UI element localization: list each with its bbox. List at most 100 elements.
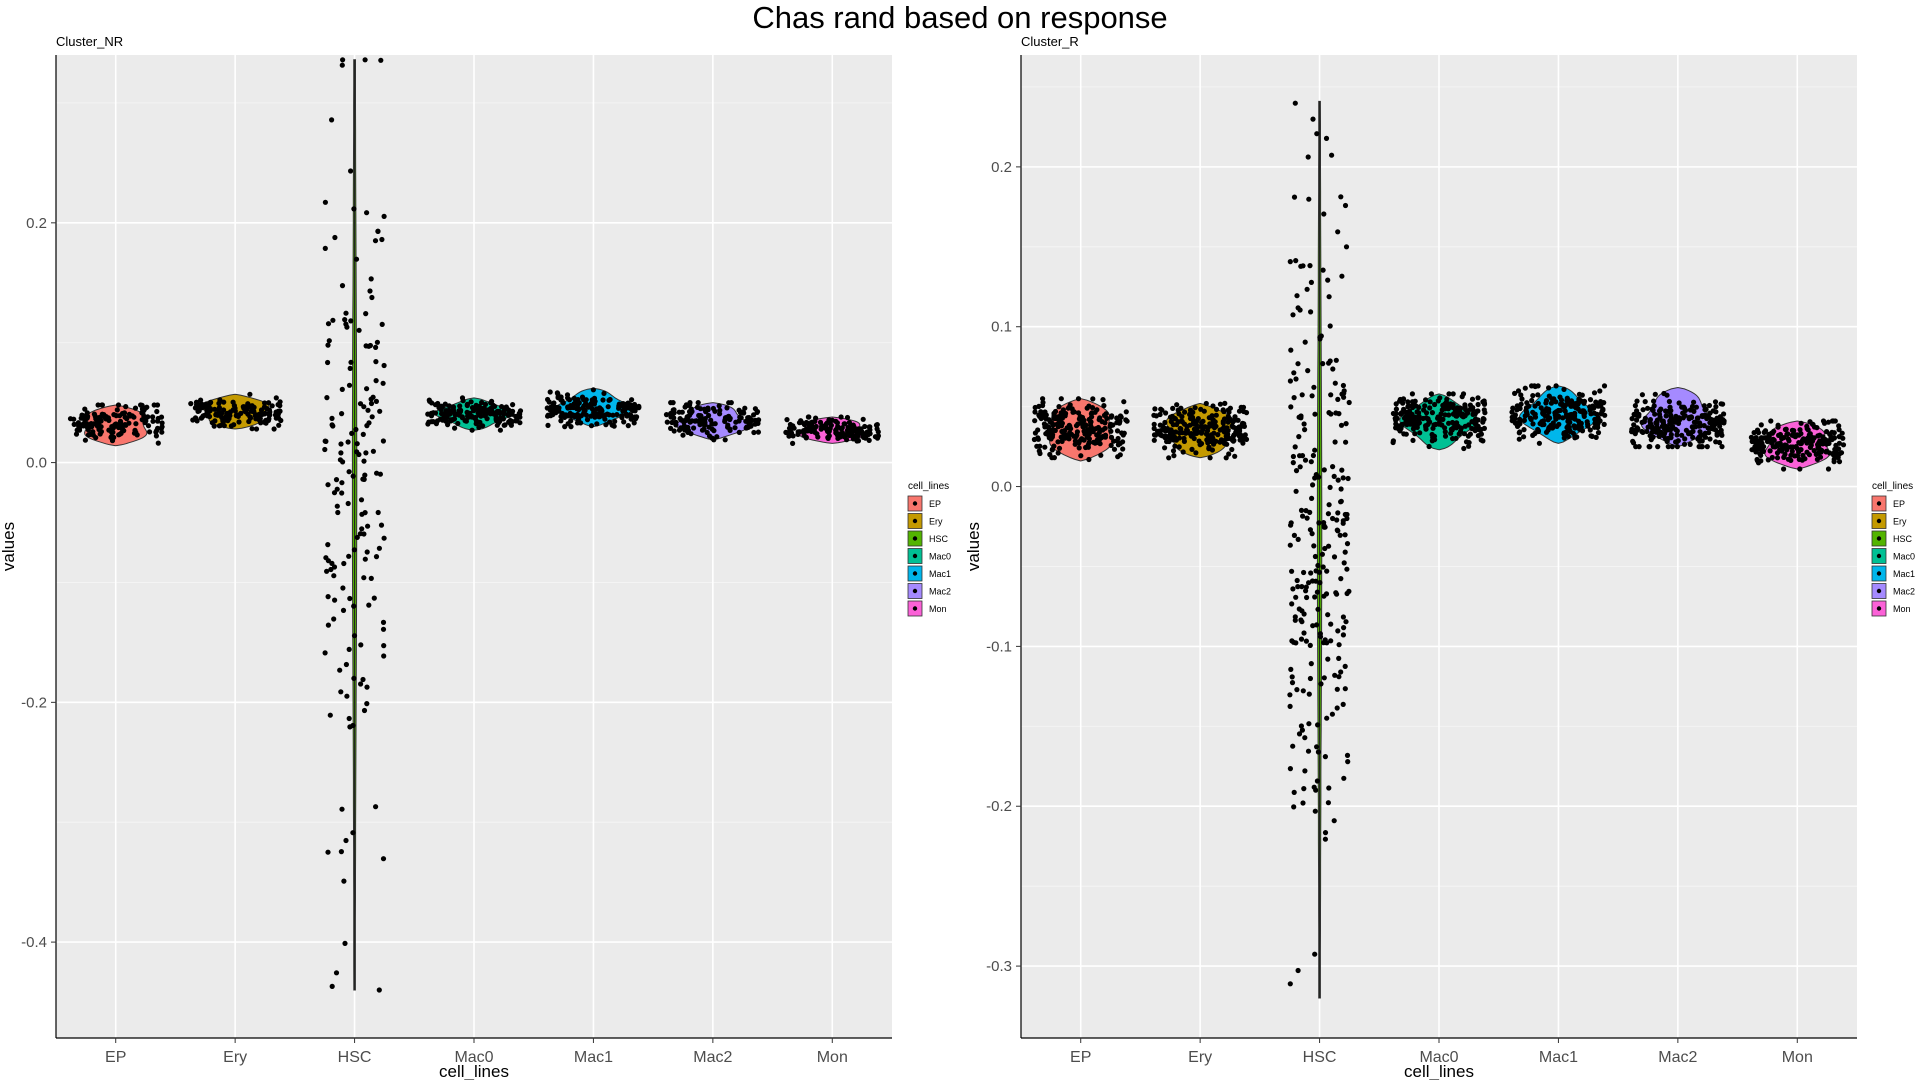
data-point-mac1 xyxy=(1515,388,1522,394)
data-point-ep xyxy=(147,429,153,435)
data-point-ep xyxy=(1117,452,1123,458)
data-point-hsc xyxy=(1342,549,1348,555)
data-point-hsc xyxy=(1340,382,1346,389)
data-point-mac0 xyxy=(1417,430,1423,436)
data-point-mac1 xyxy=(1527,415,1534,421)
data-point-hsc xyxy=(1301,611,1307,617)
data-point-mac2 xyxy=(714,434,720,440)
data-point-mac2 xyxy=(681,419,687,425)
data-point-hsc xyxy=(1324,640,1330,646)
data-point-mon xyxy=(1769,454,1775,461)
data-point-mon xyxy=(1814,425,1820,431)
data-point-hsc xyxy=(1322,754,1328,760)
data-point-mon xyxy=(866,437,872,443)
data-point-hsc xyxy=(1340,614,1346,620)
data-point-ep xyxy=(109,434,115,440)
data-point-mac1 xyxy=(1543,400,1549,406)
y-tick-label-nr: 0.0 xyxy=(26,455,47,472)
data-point-hsc xyxy=(322,446,328,453)
data-point-mac2 xyxy=(1660,420,1666,426)
data-point-mac2 xyxy=(1689,424,1695,430)
data-point-mac0 xyxy=(481,405,487,411)
data-point-mac1 xyxy=(1561,404,1567,410)
data-point-hsc xyxy=(1297,307,1303,313)
data-point-hsc xyxy=(1308,309,1314,315)
data-point-ep xyxy=(123,404,129,410)
data-point-mac1 xyxy=(1588,433,1594,439)
data-point-hsc xyxy=(331,490,338,496)
data-point-ery xyxy=(1236,433,1242,439)
data-point-hsc xyxy=(350,473,356,479)
data-point-hsc xyxy=(1335,229,1341,235)
data-point-mon xyxy=(1823,449,1829,455)
y-tick-label-r: -0.1 xyxy=(986,638,1012,655)
data-point-ep xyxy=(99,402,105,408)
data-point-hsc xyxy=(1291,804,1297,810)
data-point-hsc xyxy=(1311,543,1317,549)
data-point-mac0 xyxy=(501,422,507,428)
data-point-ep xyxy=(1051,455,1057,461)
data-point-mac0 xyxy=(1474,408,1480,414)
data-point-hsc xyxy=(381,362,387,369)
data-point-hsc xyxy=(1317,336,1323,342)
data-point-ep xyxy=(1101,412,1108,418)
data-point-ep xyxy=(1076,445,1082,451)
data-point-mac1 xyxy=(1548,400,1554,406)
data-point-mac1 xyxy=(1595,430,1602,436)
data-point-hsc xyxy=(1295,536,1301,543)
data-point-mon xyxy=(844,414,851,421)
data-point-mac0 xyxy=(1403,409,1409,415)
data-point-ery xyxy=(1174,421,1180,428)
data-point-hsc xyxy=(380,626,387,632)
data-point-ery xyxy=(261,411,268,417)
data-point-mac1 xyxy=(1529,397,1535,404)
data-point-hsc xyxy=(1315,749,1321,755)
data-point-hsc xyxy=(1302,457,1309,463)
data-point-mon xyxy=(824,420,830,426)
data-point-mac2 xyxy=(1717,414,1723,420)
data-point-hsc xyxy=(322,199,328,205)
data-point-mon xyxy=(1765,438,1771,444)
data-point-hsc xyxy=(1320,564,1326,570)
data-point-hsc xyxy=(373,378,379,384)
data-point-ery xyxy=(1173,437,1179,443)
data-point-hsc xyxy=(362,57,368,63)
data-point-mac2 xyxy=(1647,417,1653,423)
data-point-mac0 xyxy=(455,420,461,427)
data-point-ep xyxy=(118,419,124,425)
data-point-ery xyxy=(1162,419,1168,426)
data-point-hsc xyxy=(1292,614,1298,620)
data-point-mon xyxy=(825,435,831,441)
data-point-ep xyxy=(79,412,85,418)
data-point-mac2 xyxy=(752,406,759,412)
data-point-ep xyxy=(1092,440,1098,446)
data-point-hsc xyxy=(325,321,332,327)
data-point-hsc xyxy=(329,560,335,567)
data-point-hsc xyxy=(348,168,354,174)
data-point-hsc xyxy=(325,342,331,348)
data-point-ery xyxy=(1215,432,1221,438)
data-point-ep xyxy=(1117,418,1123,424)
data-point-ery xyxy=(1172,443,1178,449)
data-point-mac1 xyxy=(592,414,598,420)
data-point-hsc xyxy=(363,311,369,317)
data-point-ep xyxy=(1075,396,1082,402)
data-point-hsc xyxy=(1334,591,1340,597)
data-point-mac1 xyxy=(1536,440,1542,446)
data-point-ep xyxy=(1077,414,1083,420)
data-point-mac0 xyxy=(427,398,433,404)
data-point-ep xyxy=(1074,429,1080,435)
data-point-mac2 xyxy=(1667,404,1673,410)
data-point-mon xyxy=(1836,434,1842,440)
data-point-ery xyxy=(1193,450,1199,456)
data-point-mac2 xyxy=(1629,429,1635,435)
data-point-mon xyxy=(1775,424,1781,430)
data-point-hsc xyxy=(1330,515,1336,522)
data-point-mac2 xyxy=(742,405,748,411)
data-point-mac2 xyxy=(1674,432,1680,438)
data-point-mac0 xyxy=(1427,399,1433,405)
data-point-hsc xyxy=(1343,619,1349,625)
data-point-mac2 xyxy=(1699,444,1705,450)
data-point-mac1 xyxy=(1587,427,1593,433)
